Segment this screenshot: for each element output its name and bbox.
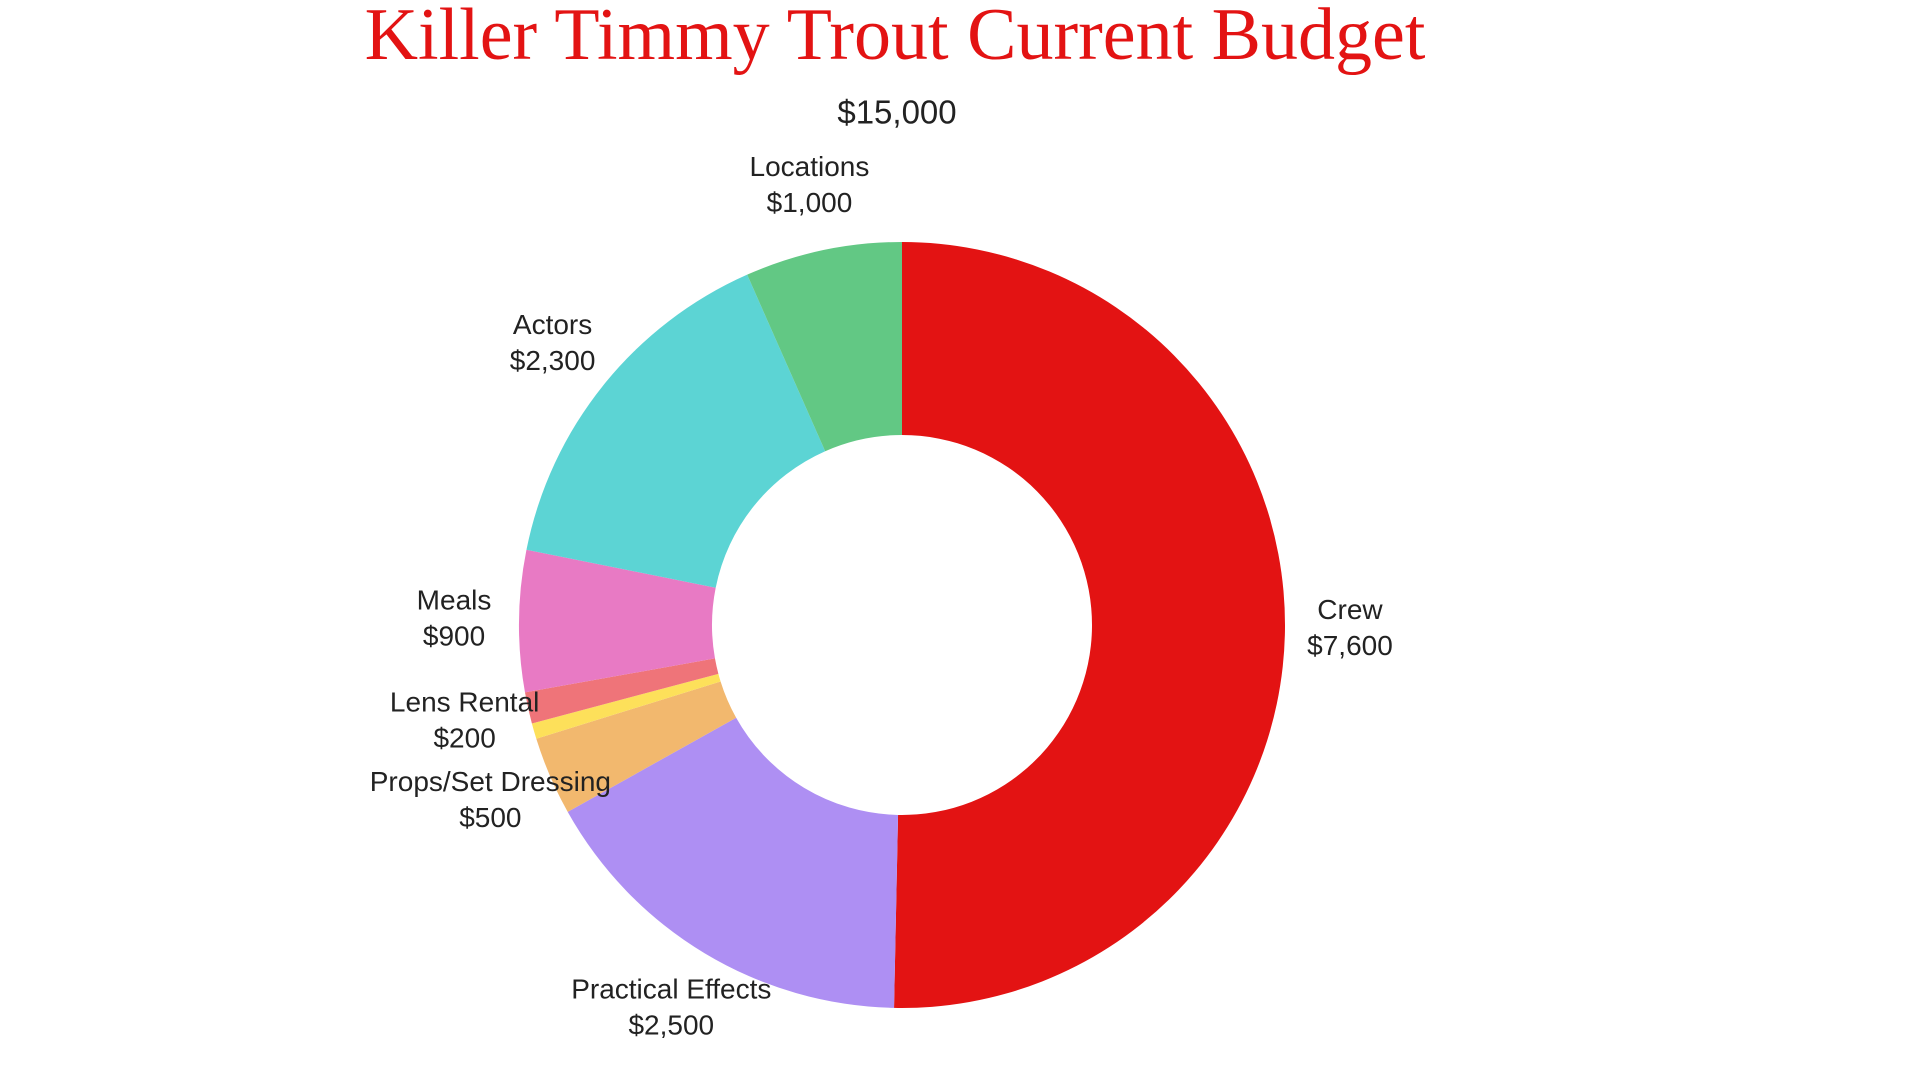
slice-label: Lens Rental — [390, 686, 539, 717]
donut-slice — [536, 681, 737, 812]
donut-slice — [524, 658, 719, 724]
donut-slice — [747, 242, 902, 452]
slice-value-label: $2,300 — [510, 345, 596, 376]
slice-value-label: $7,600 — [1307, 630, 1393, 661]
slice-value-label: $200 — [433, 722, 495, 753]
slice-value-label: $900 — [423, 621, 485, 652]
slice-value-label: $2,500 — [628, 1009, 714, 1040]
donut-slice — [526, 274, 826, 588]
chart-subtitle: $15,000 — [837, 94, 956, 131]
slice-label: Actors — [513, 309, 592, 340]
slice-label: Crew — [1317, 594, 1383, 625]
donut-slice — [894, 241, 1286, 1008]
slice-label: Practical Effects — [571, 973, 771, 1004]
slice-value-label: $1,000 — [767, 187, 853, 218]
donut-slice — [518, 549, 716, 693]
chart-title: Killer Timmy Trout Current Budget — [365, 0, 1426, 76]
donut-slice — [567, 717, 899, 1008]
slice-value-label: $500 — [459, 802, 521, 833]
slice-label: Props/Set Dressing — [370, 766, 611, 797]
slice-label: Meals — [417, 585, 492, 616]
donut-slice — [531, 673, 721, 739]
slice-label: Locations — [750, 151, 870, 182]
